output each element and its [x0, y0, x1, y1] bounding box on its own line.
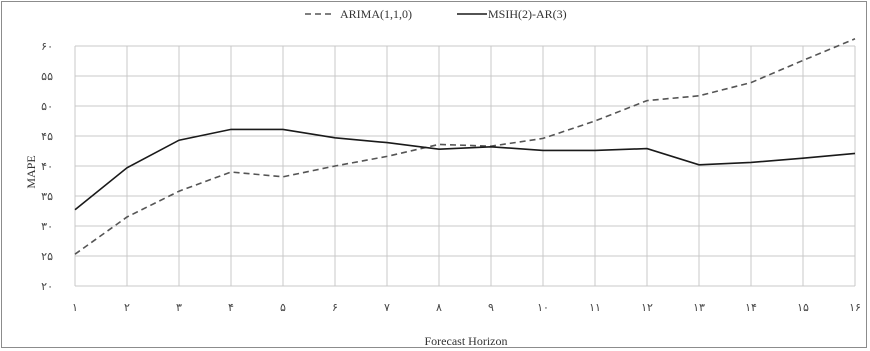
x-tick-label: ۴ [228, 301, 234, 314]
series-line-msih [74, 128, 856, 211]
y-tick-label: ۵۰ [41, 100, 53, 113]
x-tick-label: ۱۲ [641, 301, 653, 314]
x-axis-ticks: ۱ ۲ ۳ ۴ ۵ ۶ ۷ ۸ ۹ ۱۰ ۱۱ ۱۲ ۱۳ ۱۴ ۱۵ ۱۶ [72, 301, 861, 314]
x-tick-label: ۱۱ [589, 301, 601, 314]
legend: ARIMA(1,1,0) MSIH(2)-AR(3) [305, 7, 567, 21]
y-tick-label: ۳۵ [41, 190, 53, 203]
x-tick-label: ۲ [124, 301, 130, 314]
grid [74, 45, 856, 287]
x-tick-label: ۱۳ [693, 301, 705, 314]
x-tick-label: ۶ [332, 301, 338, 314]
x-tick-label: ۹ [488, 301, 494, 314]
y-tick-label: ۳۰ [41, 220, 53, 233]
y-tick-label: ۴۰ [41, 160, 53, 173]
y-tick-label: ۶۰ [41, 40, 53, 53]
x-tick-label: ۱۰ [537, 301, 549, 314]
x-tick-label: ۱۵ [797, 301, 809, 314]
x-tick-label: ۱۴ [745, 301, 757, 314]
series-line-arima [74, 38, 856, 255]
y-tick-label: ۴۵ [41, 130, 53, 143]
y-axis-ticks: ۲۰ ۲۵ ۳۰ ۳۵ ۴۰ ۴۵ ۵۰ ۵۵ ۶۰ [41, 40, 53, 293]
series [74, 38, 856, 255]
x-tick-label: ۷ [384, 301, 390, 314]
legend-label: ARIMA(1,1,0) [340, 7, 412, 21]
x-tick-label: ۸ [436, 301, 442, 314]
x-axis-title: Forecast Horizon [425, 334, 508, 348]
legend-label: MSIH(2)-AR(3) [488, 7, 567, 21]
y-axis-title: MAPE [24, 155, 38, 188]
y-tick-label: ۵۵ [41, 70, 53, 83]
x-tick-label: ۳ [176, 301, 182, 314]
y-tick-label: ۲۵ [41, 250, 53, 263]
y-tick-label: ۲۰ [41, 280, 53, 293]
x-tick-label: ۵ [280, 301, 286, 314]
x-tick-label: ۱۶ [849, 301, 861, 314]
x-tick-label: ۱ [72, 301, 78, 314]
